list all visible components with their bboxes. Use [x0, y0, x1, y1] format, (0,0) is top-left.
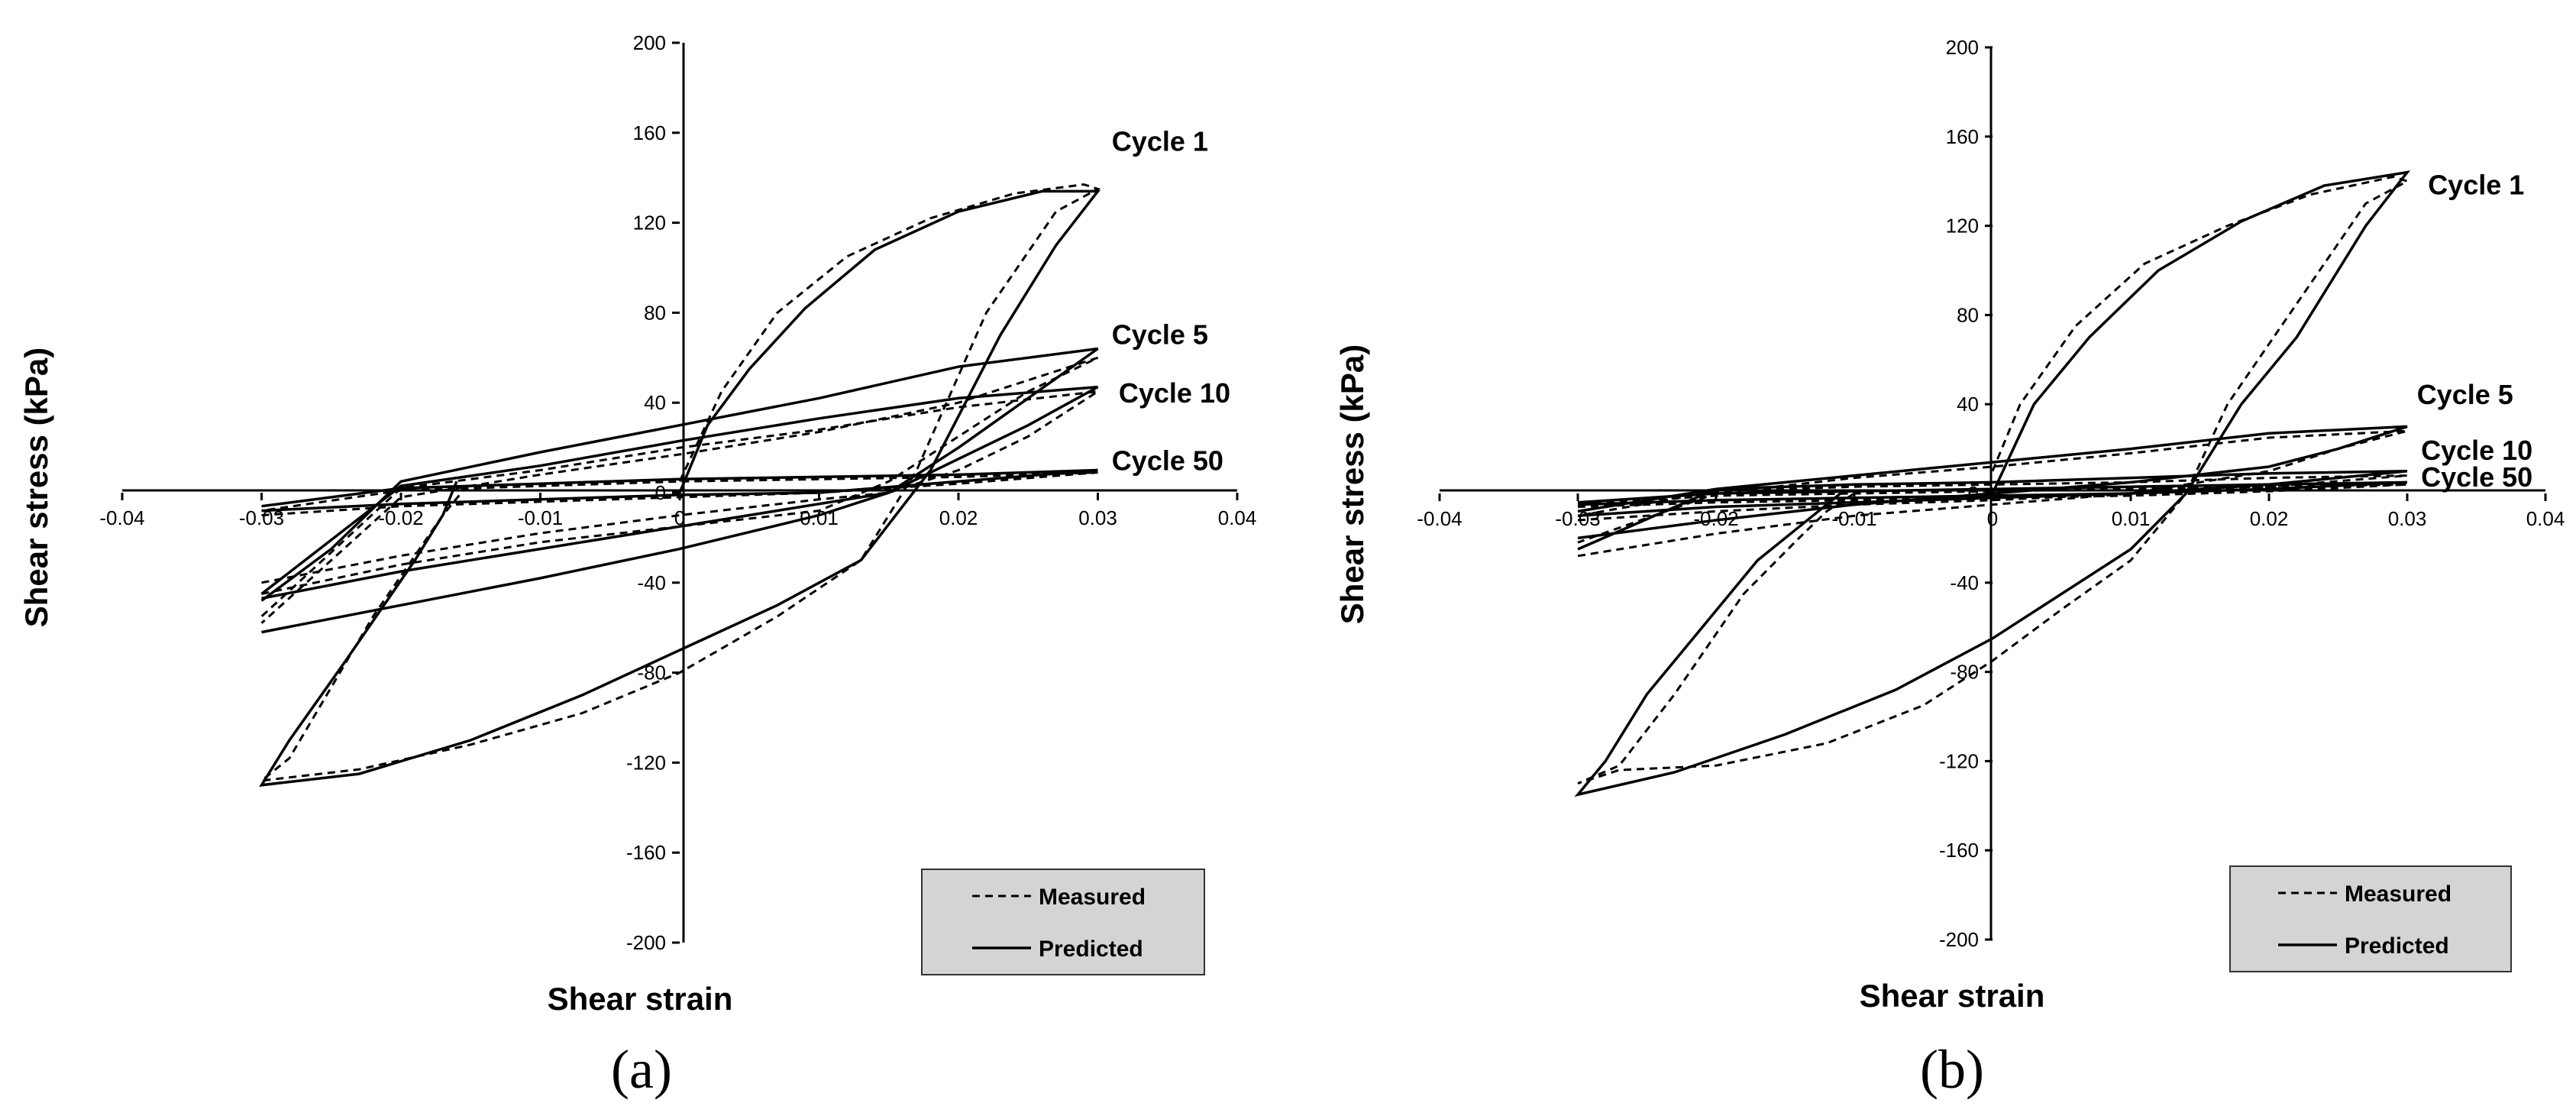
panel-b-y-tick-label: -200 — [1939, 928, 1979, 951]
panel-b-curve-cycle-50-measured — [1577, 483, 2408, 508]
panel-a-y-tick-label: 40 — [644, 391, 666, 414]
panel-a-y-tick-label: 200 — [633, 31, 666, 54]
panel-b-y-tick-label: 120 — [1946, 215, 1979, 238]
panel-a-y-tick-label: 120 — [633, 212, 666, 235]
panel-b-y-tick-label: 80 — [1957, 303, 1979, 326]
panel-a-y-tick-label: 0 — [655, 481, 666, 504]
panel-a-y-tick-label: 80 — [644, 301, 666, 324]
panel-a-legend-measured-label: Measured — [1039, 885, 1146, 910]
panel-a-x-tick-label: 0.04 — [1218, 506, 1257, 529]
panel-b-legend-measured-label: Measured — [2345, 881, 2452, 907]
panel-a-curve-cycle-5-predicted — [260, 347, 1099, 634]
panel-a-x-tick-label: -0.04 — [99, 506, 144, 529]
panel-a-y-tick-label: -160 — [626, 841, 666, 864]
panel-b-cycle-label: Cycle 1 — [2428, 170, 2524, 201]
panel-a-curve-cycle-1-predicted — [259, 189, 1101, 787]
panel-a-y-tick-label: -40 — [637, 571, 666, 594]
panel-b-curve-cycle-10-predicted — [1577, 470, 2408, 517]
panel-b-legend-predicted-label: Predicted — [2345, 933, 2449, 959]
panel-a-legend: Measured Predicted — [921, 869, 1205, 975]
panel-b-curve-cycle-1-measured — [1577, 175, 2410, 785]
panel-b-cycle-label: Cycle 10 — [2421, 435, 2532, 466]
panel-a-x-tick-label: 0.03 — [1078, 506, 1117, 529]
panel-b-y-tick-label: 40 — [1957, 393, 1979, 416]
panel-a-y-tick-label: 160 — [633, 121, 666, 144]
panel-b-ticks: -0.04 -0.03 -0.02 -0.01 0 0.01 0.02 0.03 0.04200… — [1417, 36, 2565, 951]
panel-a-label: (a) — [611, 1039, 672, 1100]
panel-a-x-tick-label: 0.02 — [939, 506, 978, 529]
panel-b-chart: -0.04 -0.03 -0.02 -0.01 0 0.01 0.02 0.03 0.04200… — [1334, 36, 2565, 1100]
panel-a-curve-cycle-50-predicted — [261, 468, 1098, 513]
panel-a-cycle-label: Cycle 1 — [1112, 125, 1208, 157]
panel-a-y-axis-title: Shear stress (kPa) — [18, 348, 54, 628]
panel-b-y-tick-label: -160 — [1939, 839, 1979, 862]
panel-b-x-axis-title: Shear strain — [1860, 978, 2045, 1014]
panel-b-x-tick-label: 0.02 — [2250, 507, 2289, 530]
panel-a-y-tick-label: -80 — [637, 662, 666, 684]
panel-b-x-tick-label: -0.04 — [1417, 507, 1462, 530]
panel-a-curve-cycle-10-predicted — [260, 385, 1099, 600]
panel-b-y-tick-label: -40 — [1950, 571, 1979, 594]
panel-a-cycle-label: Cycle 50 — [1112, 445, 1223, 477]
panel-a-x-tick-label: -0.01 — [518, 506, 563, 529]
panel-a-y-tick-label: -200 — [626, 931, 666, 954]
panel-a-series — [257, 183, 1101, 787]
panel-b-series — [1574, 170, 2411, 797]
panel-b-cycle-label: Cycle 5 — [2417, 379, 2513, 410]
panel-b-curve-cycle-5-measured — [1577, 429, 2408, 558]
panel-b-y-tick-label: -120 — [1939, 749, 1979, 772]
panel-b-y-axis-title: Shear stress (kPa) — [1334, 345, 1370, 625]
panel-a-x-tick-label: 0 — [674, 506, 685, 529]
panel-b-curve-cycle-10-measured — [1577, 474, 2408, 522]
panel-a-legend-box — [921, 869, 1205, 975]
panel-b-label: (b) — [1920, 1039, 1984, 1100]
panel-a-legend-predicted-label: Predicted — [1039, 936, 1143, 962]
panel-a-cycle-label: Cycle 10 — [1119, 377, 1230, 409]
panel-a-ticks: -0.04 -0.03 -0.02 -0.01 0 0.01 0.02 0.03 0.04200… — [99, 31, 1256, 954]
panel-a-y-tick-label: -120 — [626, 751, 666, 774]
panel-b-cycle-label: Cycle 50 — [2421, 461, 2532, 493]
panel-b-curve-cycle-1-predicted — [1574, 170, 2411, 797]
panel-b-x-tick-label: 0.01 — [2112, 507, 2151, 530]
panel-a-x-tick-label: -0.02 — [378, 506, 423, 529]
panel-a-chart: -0.04 -0.03 -0.02 -0.01 0 0.01 0.02 0.03 0.04200… — [18, 31, 1256, 1100]
panel-b-x-tick-label: 0.03 — [2388, 507, 2427, 530]
panel-b-y-tick-label: 200 — [1946, 36, 1979, 59]
panel-a-curve-cycle-50-measured — [261, 471, 1098, 516]
panel-a-cycle-label: Cycle 5 — [1112, 319, 1208, 351]
panel-a-x-axis-title: Shear strain — [548, 981, 733, 1017]
panel-b-x-tick-label: 0 — [1987, 507, 1998, 530]
panel-a-curve-cycle-10-measured — [260, 390, 1099, 618]
panel-b-y-tick-label: 160 — [1946, 125, 1979, 148]
panel-b-legend-box — [2229, 865, 2512, 972]
panel-b-legend: Measured Predicted — [2229, 865, 2512, 972]
panel-b-x-tick-label: 0.04 — [2526, 507, 2565, 530]
panel-a-curve-cycle-1-measured — [257, 183, 1101, 783]
panel-b-curve-cycle-50-predicted — [1577, 480, 2408, 506]
